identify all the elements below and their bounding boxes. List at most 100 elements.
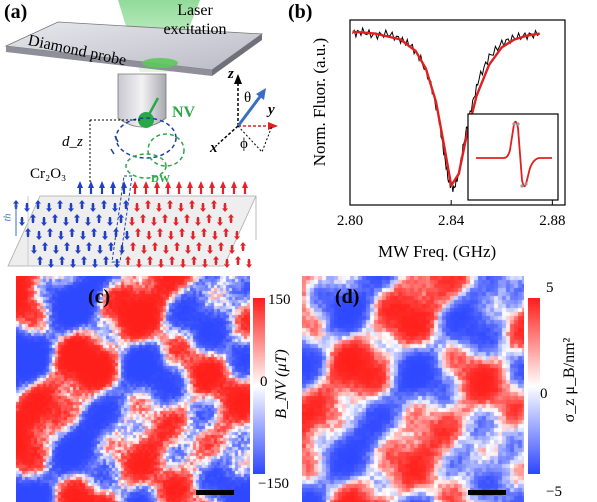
nv-label: NV [172, 104, 196, 121]
spin-arrow [68, 203, 74, 212]
spin-arrow [207, 245, 213, 254]
derivative-inset [467, 113, 559, 201]
spin-arrow [222, 203, 228, 212]
panel-c: (c) 150 0 −150 B_NV (μT) [0, 270, 300, 502]
spin-arrow [46, 203, 52, 212]
spin-arrow [125, 256, 131, 265]
laser-label-text: Laser excitation [163, 2, 227, 38]
chart-b-xlabel: MW Freq. (GHz) [378, 242, 497, 261]
spin-arrow [154, 181, 160, 194]
spin-arrow [234, 231, 240, 240]
spin-arrow [163, 245, 169, 254]
spin-arrow [201, 228, 207, 237]
panel-c-label: (c) [88, 286, 111, 308]
spin-arrow [37, 256, 43, 265]
spin-arrow [246, 259, 252, 268]
spin-arrow [202, 259, 208, 268]
spin-arrow [228, 214, 234, 223]
spin-arrow [96, 214, 102, 223]
spin-arrow [24, 203, 30, 212]
spin-arrow [80, 231, 86, 240]
panel-a: (a) [0, 0, 280, 270]
spin-arrow [190, 231, 196, 240]
spin-arrow [212, 231, 218, 240]
spin-arrow [70, 259, 76, 268]
plot-frame [349, 19, 566, 206]
panel-a-illustration [4, 0, 278, 268]
spin-arrow [146, 231, 152, 240]
spin-arrow [223, 228, 229, 237]
laser-label: Laser excitation [140, 1, 250, 39]
theta-label: θ [244, 90, 252, 106]
colorbar-d-tick-max: 5 [546, 280, 554, 296]
axis-x-label: x [210, 140, 218, 156]
spin-arrow [151, 217, 157, 226]
spin-arrow [91, 228, 97, 237]
x-tick-label: 2.84 [438, 213, 465, 229]
th-label: th [2, 213, 14, 222]
colorbar-c-tick-max: 150 [268, 292, 291, 308]
phi-label: ϕ [240, 136, 248, 152]
spin-arrow [25, 228, 31, 237]
spin-arrow [209, 181, 215, 194]
spin-arrow [162, 214, 168, 223]
series-data-line [352, 26, 541, 192]
spin-arrow [58, 231, 64, 240]
domain-wall-outline [111, 175, 133, 263]
spin-arrow [187, 181, 193, 194]
panel-d: (d) 5 0 −5 σ_z μ_B/nm² [300, 270, 597, 502]
x-tick-label: 2.88 [539, 213, 565, 229]
spin-arrow [52, 214, 58, 223]
spin-arrow [169, 256, 175, 265]
dw-label: DW [151, 173, 170, 185]
spin-arrow [99, 181, 105, 194]
panel-d-label: (d) [335, 286, 360, 308]
colorbar-d-label: σ_z μ_B/nm² [561, 337, 578, 423]
spin-arrow [108, 242, 114, 251]
spin-arrow [81, 256, 87, 265]
spin-arrow [147, 256, 153, 265]
colorbar-c-label: B_NV (μT) [273, 349, 290, 419]
spin-arrow [152, 242, 158, 251]
spin-arrow [220, 181, 226, 194]
spin-arrow [189, 200, 195, 209]
series-fit-line [352, 30, 540, 187]
panel-b: (b) 2.80 2.84 2.88 Norm. Fluor. (a.u.) MW … [280, 0, 597, 270]
dz-label: d_z [62, 134, 83, 150]
colorbar-d-tick-zero: 0 [540, 386, 548, 402]
spin-arrow [102, 231, 108, 240]
spin-arrow [158, 259, 164, 268]
spin-arrow [57, 200, 63, 209]
colorbar-c-tick-zero: 0 [260, 374, 268, 390]
panel-a-label: (a) [4, 1, 28, 23]
spin-arrow [35, 200, 41, 209]
spin-arrow [136, 259, 142, 268]
spin-arrow [86, 242, 92, 251]
spin-arrow [235, 256, 241, 265]
spin-arrow [31, 245, 37, 254]
spin-arrow [36, 231, 42, 240]
spin-arrow [242, 181, 248, 194]
spin-arrow [59, 256, 65, 265]
colorbar-d-tick-min: −5 [546, 484, 562, 500]
spin-arrow [174, 242, 180, 251]
spin-arrow [196, 242, 202, 251]
axis-z-label: z [228, 66, 234, 82]
spin-arrow [30, 214, 36, 223]
cr2o3-lattice [7, 195, 257, 267]
spin-arrow [224, 259, 230, 268]
spin-arrow [198, 181, 204, 194]
colorbar-c-tick-min: −150 [258, 476, 289, 492]
spin-arrow [74, 214, 80, 223]
spin-arrow [200, 203, 206, 212]
spin-arrow [63, 217, 69, 226]
spin-arrow [185, 245, 191, 254]
spin-arrow [64, 242, 70, 251]
spin-arrow [107, 217, 113, 226]
material-label: Cr₂O₃ [30, 166, 67, 182]
x-tick-label: 2.80 [337, 213, 363, 229]
spectrum-chart: 2.80 2.84 2.88 [337, 19, 566, 229]
spin-arrow [97, 245, 103, 254]
spin-arrow [88, 181, 94, 194]
axis-y-label: y [268, 102, 275, 118]
